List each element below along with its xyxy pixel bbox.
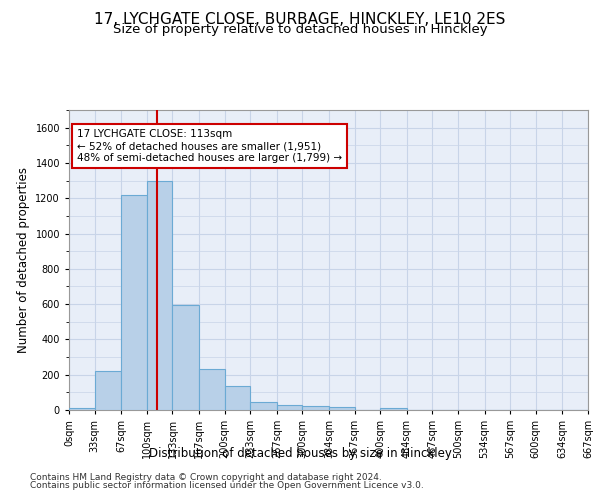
Bar: [329, 408, 355, 410]
Text: 17, LYCHGATE CLOSE, BURBAGE, HINCKLEY, LE10 2ES: 17, LYCHGATE CLOSE, BURBAGE, HINCKLEY, L…: [94, 12, 506, 28]
Bar: [69, 408, 95, 410]
Bar: [95, 371, 121, 410]
Text: Size of property relative to detached houses in Hinckley: Size of property relative to detached ho…: [113, 22, 487, 36]
Bar: [250, 402, 277, 410]
Text: Contains HM Land Registry data © Crown copyright and database right 2024.: Contains HM Land Registry data © Crown c…: [30, 472, 382, 482]
Bar: [302, 406, 329, 410]
Bar: [121, 194, 147, 410]
Bar: [199, 368, 224, 410]
Bar: [224, 386, 250, 410]
Bar: [277, 404, 302, 410]
Text: Distribution of detached houses by size in Hinckley: Distribution of detached houses by size …: [149, 448, 451, 460]
Bar: [380, 408, 407, 410]
Y-axis label: Number of detached properties: Number of detached properties: [17, 167, 30, 353]
Text: 17 LYCHGATE CLOSE: 113sqm
← 52% of detached houses are smaller (1,951)
48% of se: 17 LYCHGATE CLOSE: 113sqm ← 52% of detac…: [77, 130, 342, 162]
Bar: [147, 182, 172, 410]
Bar: [172, 305, 199, 410]
Text: Contains public sector information licensed under the Open Government Licence v3: Contains public sector information licen…: [30, 481, 424, 490]
